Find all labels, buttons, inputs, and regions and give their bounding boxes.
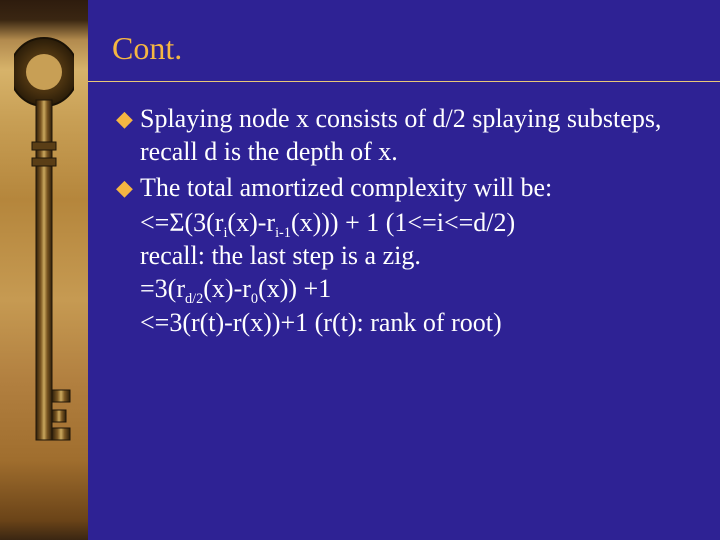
text-fragment: (x)) +1 [258, 274, 331, 303]
content-area: Cont. ◆ Splaying node x consists of d/2 … [88, 0, 720, 540]
text-fragment: (x)-r [203, 274, 251, 303]
diamond-bullet-icon: ◆ [116, 102, 140, 135]
slide-title: Cont. [88, 0, 720, 67]
bullet-item: ◆ Splaying node x consists of d/2 splayi… [116, 102, 692, 169]
slide-body: ◆ Splaying node x consists of d/2 splayi… [88, 82, 720, 339]
text-fragment: =3(r [140, 274, 185, 303]
key-icon [14, 30, 74, 510]
diamond-bullet-icon: ◆ [116, 171, 140, 204]
text-fragment: (x))) + 1 (1<=i<=d/2) [291, 208, 515, 237]
sidebar-texture [0, 0, 88, 540]
text-fragment: <=Σ(3(r [140, 208, 223, 237]
bullet-item: ◆ The total amortized complexity will be… [116, 171, 692, 204]
formula-line: recall: the last step is a zig. [116, 239, 692, 272]
bullet-text: The total amortized complexity will be: [140, 171, 692, 204]
text-fragment: (x)-r [227, 208, 275, 237]
formula-line: <=3(r(t)-r(x))+1 (r(t): rank of root) [116, 306, 692, 339]
slide: Cont. ◆ Splaying node x consists of d/2 … [0, 0, 720, 540]
bullet-text: Splaying node x consists of d/2 splaying… [140, 102, 692, 169]
formula-line: =3(rd/2(x)-r0(x)) +1 [116, 272, 692, 305]
formula-line: <=Σ(3(ri(x)-ri-1(x))) + 1 (1<=i<=d/2) [116, 206, 692, 239]
